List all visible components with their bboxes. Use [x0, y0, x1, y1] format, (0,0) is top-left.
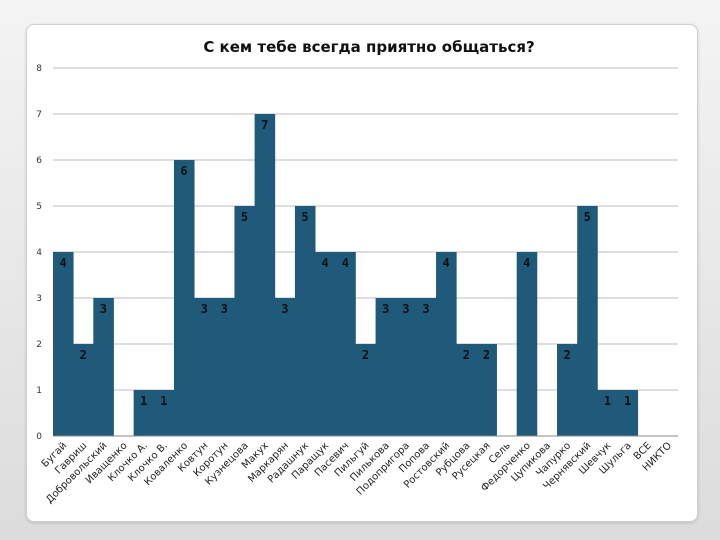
bar — [597, 390, 618, 436]
bar — [617, 390, 639, 436]
data-label: 4 — [443, 256, 450, 270]
data-label: 1 — [624, 394, 631, 408]
bar — [436, 252, 457, 436]
data-label: 5 — [301, 210, 308, 224]
bar — [294, 206, 316, 436]
bar — [315, 252, 336, 436]
bar — [234, 206, 256, 436]
y-tick-label: 8 — [36, 64, 42, 74]
y-tick-label: 0 — [36, 432, 42, 442]
bar — [53, 252, 74, 436]
data-label: 3 — [422, 302, 429, 316]
bars — [53, 114, 639, 436]
data-label: 5 — [584, 210, 591, 224]
data-label: 3 — [382, 302, 389, 316]
data-label: 1 — [604, 394, 611, 408]
y-tick-label: 5 — [36, 202, 42, 212]
bar — [375, 298, 397, 436]
bar — [456, 344, 477, 436]
bar — [476, 344, 497, 436]
data-label: 3 — [221, 302, 228, 316]
bar — [93, 298, 114, 436]
bar — [133, 390, 155, 436]
data-label: 4 — [523, 256, 530, 270]
y-tick-label: 6 — [36, 156, 42, 166]
bar — [516, 252, 538, 436]
data-label: 4 — [59, 256, 66, 270]
bar — [415, 298, 437, 436]
y-tick-label: 2 — [36, 340, 42, 350]
data-label: 4 — [322, 256, 329, 270]
bar — [214, 298, 235, 436]
data-label: 2 — [362, 348, 369, 362]
data-label: 2 — [563, 348, 570, 362]
data-label: 1 — [140, 394, 147, 408]
y-axis-ticks: 0 1 2 3 4 5 6 7 8 — [36, 64, 42, 442]
y-tick-label: 4 — [36, 248, 42, 258]
data-label: 3 — [201, 302, 208, 316]
bar — [395, 298, 417, 436]
y-tick-label: 3 — [36, 294, 42, 304]
bar — [153, 390, 175, 436]
data-label: 3 — [402, 302, 409, 316]
data-label: 2 — [80, 348, 87, 362]
data-label: 2 — [483, 348, 490, 362]
y-tick-label: 7 — [36, 110, 42, 120]
bar — [557, 344, 578, 436]
data-label: 2 — [463, 348, 470, 362]
data-label: 3 — [281, 302, 288, 316]
y-tick-label: 1 — [36, 386, 42, 396]
bar — [335, 252, 356, 436]
bar — [577, 206, 598, 436]
bar — [173, 160, 195, 436]
bar — [254, 114, 276, 436]
data-label: 6 — [180, 164, 187, 178]
data-label: 4 — [342, 256, 349, 270]
data-label: 5 — [241, 210, 248, 224]
bar — [73, 344, 94, 436]
chart-title: С кем тебе всегда приятно общаться? — [203, 38, 534, 56]
data-label: 7 — [261, 118, 268, 132]
bar — [194, 298, 215, 436]
bar — [355, 344, 376, 436]
bar — [274, 298, 296, 436]
data-label: 3 — [100, 302, 107, 316]
data-label: 1 — [160, 394, 167, 408]
